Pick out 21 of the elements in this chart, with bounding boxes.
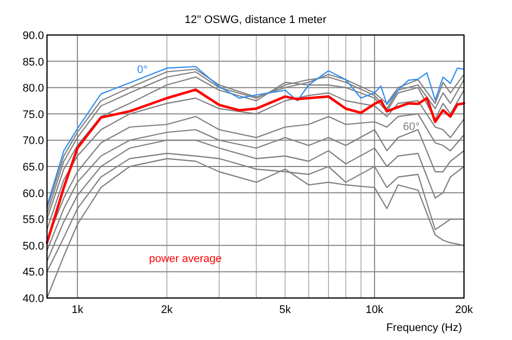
- x-tick-label: 2k: [161, 304, 174, 316]
- text: power average: [149, 253, 222, 265]
- y-tick-label: 45.0: [22, 266, 44, 279]
- y-tick-label: 70.0: [22, 135, 44, 148]
- x-tick-label: 20k: [455, 304, 474, 316]
- y-tick-label: 60.0: [22, 188, 44, 200]
- y-tick-label: 90.0: [22, 30, 44, 42]
- x-tick-label: 10k: [366, 304, 384, 316]
- annotation: 0°: [137, 64, 148, 76]
- y-tick-label: 80.0: [22, 82, 44, 95]
- y-tick-label: 65.0: [22, 162, 44, 174]
- y-tick-label: 50.0: [22, 240, 44, 252]
- y-tick-label: 40.0: [22, 293, 44, 305]
- y-tick-label: 75.0: [22, 108, 44, 121]
- x-tick-label: 5k: [279, 304, 292, 316]
- annotation: 60°: [403, 120, 420, 133]
- x-axis-title: Frequency (Hz): [386, 322, 462, 334]
- x-tick-label: 1k: [72, 304, 84, 316]
- y-tick-label: 55.0: [22, 214, 44, 226]
- chart-title: 12'' OSWG, distance 1 meter: [184, 14, 327, 26]
- y-tick-label: 85.0: [22, 56, 44, 68]
